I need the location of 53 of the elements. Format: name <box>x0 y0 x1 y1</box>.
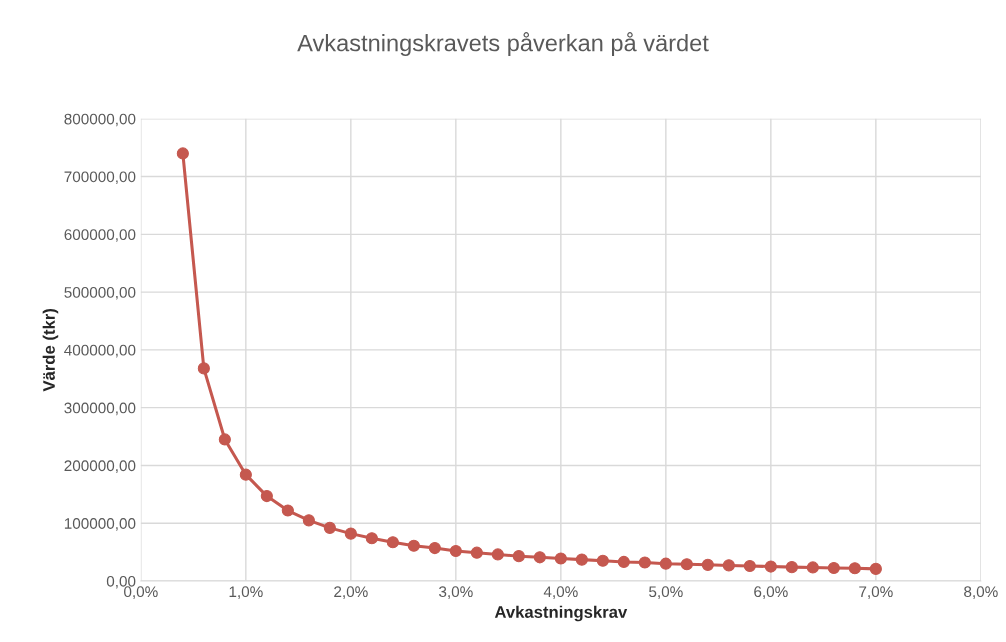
point <box>449 544 462 558</box>
x-tick-label: 8,0% <box>964 586 998 599</box>
point <box>659 557 672 570</box>
y-tick-label: 800000,00 <box>64 113 136 127</box>
point <box>638 556 651 569</box>
y-axis-title: Värde (tkr) <box>42 309 59 392</box>
point <box>239 468 252 481</box>
point <box>176 147 189 160</box>
y-tick-label: 200000,00 <box>64 460 136 473</box>
point <box>764 560 777 573</box>
point <box>512 550 525 563</box>
point <box>575 553 588 566</box>
point <box>596 554 609 567</box>
point <box>323 521 336 534</box>
x-tick-label: 3,0% <box>439 586 473 599</box>
point <box>680 558 693 571</box>
y-tick-label: 600000,00 <box>64 229 136 242</box>
point <box>554 552 567 565</box>
point <box>218 433 231 446</box>
x-tick-label: 6,0% <box>754 586 788 599</box>
point <box>491 548 504 561</box>
y-tick-label: 700000,00 <box>64 171 136 185</box>
point <box>806 561 819 574</box>
x-tick-label: 2,0% <box>334 586 368 599</box>
point <box>617 555 630 569</box>
point <box>407 539 420 552</box>
point <box>701 558 714 571</box>
point <box>827 561 840 575</box>
y-tick-label: 400000,00 <box>64 344 136 358</box>
point <box>260 490 273 503</box>
point <box>743 559 756 573</box>
x-tick-label: 5,0% <box>649 586 683 599</box>
point <box>785 561 798 574</box>
x-tick-label: 1,0% <box>229 586 263 599</box>
point <box>722 559 735 572</box>
x-tick-label: 4,0% <box>543 586 578 599</box>
point <box>302 514 315 527</box>
point <box>848 562 861 575</box>
point <box>197 362 210 375</box>
point <box>533 551 546 564</box>
point <box>428 542 441 555</box>
y-tick-label: 500000,00 <box>64 286 136 300</box>
point <box>470 546 483 559</box>
x-axis-title: Avkastningskrav <box>494 605 628 622</box>
point <box>869 562 882 575</box>
y-tick-label: 300000,00 <box>64 402 136 416</box>
y-tick-label: 100000,00 <box>64 518 136 531</box>
point <box>365 532 378 545</box>
point <box>386 536 399 549</box>
point <box>281 504 294 517</box>
point <box>344 527 357 540</box>
x-tick-label: 7,0% <box>859 586 893 599</box>
chart-title: Avkastningskravets påverkan på värdet <box>297 32 709 57</box>
